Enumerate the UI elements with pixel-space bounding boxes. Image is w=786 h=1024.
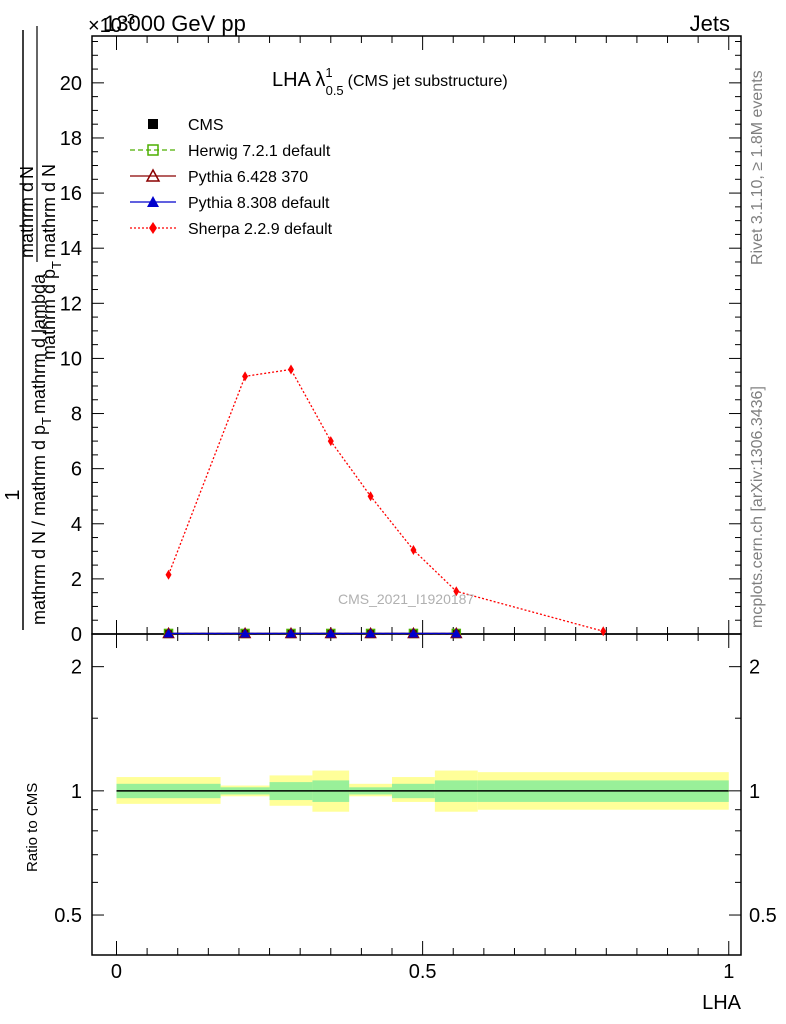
data-point [163,628,174,638]
watermark: CMS_2021_I1920187 [338,591,474,607]
main-y-tick-label: 4 [71,514,82,536]
legend-entry: Pythia 6.428 370 [130,168,308,186]
rivet-label: Rivet 3.1.10, ≥ 1.8M events [749,70,766,265]
main-y-tick-label: 14 [60,238,82,260]
data-point [287,364,294,375]
plot-title-sup: 1 [325,65,332,80]
data-point [285,628,296,638]
legend-entry: Sherpa 2.2.9 default [130,221,333,238]
legend-label: Pythia 6.428 370 [188,169,308,186]
series-layer [162,364,607,639]
main-y-tick-label: 18 [60,128,82,150]
data-point [600,626,607,637]
main-y-tick-label: 0 [71,624,82,646]
main-y-tick-label: 12 [60,293,82,315]
series-sherpa-2-2-9-default [165,364,607,637]
y-label-numerator: 1 [2,489,24,500]
data-point [327,436,334,447]
ratio-y-tick-label: 1 [71,781,82,803]
data-point [410,544,417,555]
plot-title: LHA λ1 0.5 (CMS jet substructure) [272,65,508,98]
data-point [453,586,460,597]
data-point [408,628,419,638]
plot-title-main: LHA λ [272,69,325,91]
data-point [165,569,172,580]
series-line [167,368,604,632]
main-y-tick-label: 2 [71,569,82,591]
exponent-label: ×10-3 [88,11,135,37]
legend-label: Sherpa 2.2.9 default [188,221,333,238]
x-tick-label: 0.5 [409,961,437,983]
data-point [367,491,374,502]
data-point [451,628,462,638]
x-tick-label: 1 [723,961,734,983]
legend-label: CMS [188,117,224,134]
x-tick-label: 0 [111,961,122,983]
legend-entry: Pythia 8.308 default [130,195,330,212]
legend-label: Herwig 7.2.1 default [188,143,331,160]
y-label-inner-denominator: mathrm d pTmathrm d N [39,164,64,360]
series-pythia-8-308-default [163,628,462,638]
plot-title-suffix: (CMS jet substructure) [348,73,508,90]
exponent-power: -3 [122,11,135,28]
data-point [365,628,376,638]
data-point [325,628,336,638]
header-right: Jets [690,11,730,36]
ratio-axis-label: Ratio to CMS [24,783,41,872]
ratio-y-tick-label-right: 1 [749,781,760,803]
mcplots-label: mcplots.cern.ch [arXiv:1306.3436] [749,386,766,628]
data-point [242,371,249,382]
ratio-y-tick-label-right: 2 [749,657,760,679]
ratio-y-tick-label: 2 [71,657,82,679]
main-y-tick-label: 8 [71,404,82,426]
legend: CMS Herwig 7.2.1 default Pythia 6.428 370 P… [130,117,333,238]
y-axis-label: 1 mathrm d N / mathrm d pTmathrm d lambd… [2,26,64,630]
legend-entry: Herwig 7.2.1 default [130,143,331,160]
legend-entry: CMS [148,117,224,134]
legend-label: Pythia 8.308 default [188,195,330,212]
y-label-inner-numerator: mathrm dN [17,166,37,258]
header-left: 13000 GeV pp [104,11,246,36]
data-point [240,628,251,638]
main-y-tick-label: 10 [60,348,82,370]
x-axis-label: LHA [702,992,742,1014]
ratio-y-ticks: 0.5 0.5 1 1 2 2 [54,657,777,927]
y-label-denominator: mathrm d N / mathrm d pTmathrm d lambda [29,273,54,625]
plot-title-sub: 0.5 [326,83,344,98]
ratio-y-tick-label-right: 0.5 [749,905,777,927]
main-y-ticks: 0 2 4 6 8 10 12 14 16 18 20 [60,41,741,646]
main-y-tick-label: 20 [60,73,82,95]
ratio-y-tick-label: 0.5 [54,905,82,927]
main-y-tick-label: 6 [71,459,82,481]
main-y-tick-label: 16 [60,183,82,205]
